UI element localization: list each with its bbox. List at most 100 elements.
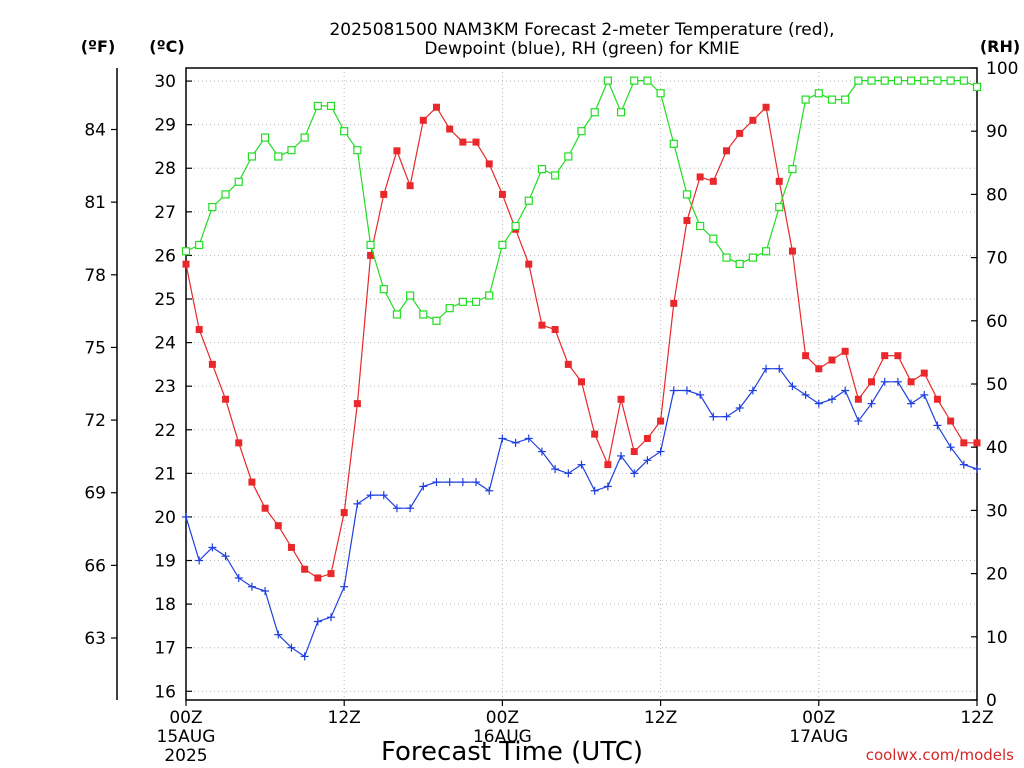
dewpoint-point bbox=[551, 464, 560, 473]
celsius-tick-label: 21 bbox=[154, 464, 176, 484]
temperature-point bbox=[775, 177, 783, 185]
temperature-point bbox=[393, 147, 401, 155]
dewpoint-point bbox=[867, 399, 876, 408]
celsius-tick-label: 24 bbox=[154, 334, 176, 354]
fahrenheit-tick-label: 69 bbox=[84, 484, 106, 504]
dewpoint-point bbox=[880, 377, 889, 386]
dewpoint-point bbox=[788, 382, 797, 391]
dewpoint-point bbox=[195, 556, 204, 565]
temperature-point bbox=[854, 395, 862, 403]
temperature-point bbox=[841, 347, 849, 355]
rh-point bbox=[300, 133, 309, 142]
temperature-point bbox=[208, 360, 216, 368]
dewpoint-point bbox=[340, 582, 349, 591]
fahrenheit-tick-label: 78 bbox=[84, 266, 106, 286]
fahrenheit-tick-label: 75 bbox=[84, 338, 106, 358]
rh-point bbox=[603, 76, 612, 85]
temperature-point bbox=[195, 326, 203, 334]
rh-point bbox=[801, 95, 810, 104]
rh-point bbox=[485, 291, 494, 300]
fahrenheit-tick-label: 63 bbox=[84, 629, 106, 649]
dewpoint-point bbox=[762, 364, 771, 373]
rh-point bbox=[827, 95, 837, 104]
temperature-point bbox=[432, 103, 440, 111]
time-tick-date: 17AUG bbox=[789, 727, 848, 747]
rh-point bbox=[920, 76, 929, 85]
rh-point bbox=[959, 76, 968, 85]
dewpoint-point bbox=[735, 403, 744, 412]
dewpoint-point bbox=[432, 478, 441, 487]
rh-point bbox=[656, 89, 665, 98]
temperature-point bbox=[591, 430, 599, 438]
temperature-point bbox=[353, 400, 361, 408]
temperature-point bbox=[802, 352, 810, 360]
temperature-point bbox=[762, 103, 770, 111]
celsius-axis: 16 17 18 19 20 21 22 23 24 25 26 27 28 29 30 bbox=[154, 72, 192, 702]
dewpoint-point bbox=[643, 456, 652, 465]
grid bbox=[186, 68, 977, 700]
temperature-point bbox=[907, 378, 915, 386]
temperature-point bbox=[960, 439, 968, 447]
dewpoint-point bbox=[406, 504, 415, 513]
x-axis-label: Forecast Time (UTC) bbox=[381, 737, 643, 767]
rh-point bbox=[616, 108, 626, 117]
rh-point bbox=[551, 171, 560, 180]
series-line-rh bbox=[185, 79, 978, 322]
rh-unit-label: (RH) bbox=[980, 37, 1020, 56]
rh-point bbox=[287, 146, 296, 155]
temperature-point bbox=[314, 574, 322, 582]
rh-point bbox=[788, 165, 797, 174]
dewpoint-point bbox=[353, 499, 362, 508]
rh-tick-label: 10 bbox=[986, 628, 1008, 648]
temperature-point bbox=[472, 138, 480, 146]
dewpoint-point bbox=[959, 460, 968, 469]
dewpoint-point bbox=[327, 613, 336, 622]
time-tick-date: 15AUG bbox=[157, 727, 216, 747]
celsius-tick-label: 20 bbox=[154, 508, 176, 528]
dewpoint-point bbox=[208, 543, 217, 552]
rh-point bbox=[933, 76, 942, 85]
fahrenheit-tick-label: 81 bbox=[84, 193, 106, 213]
rh-point bbox=[340, 127, 349, 136]
rh-point bbox=[775, 202, 784, 212]
temperature-point bbox=[604, 461, 612, 469]
rh-point bbox=[419, 310, 428, 319]
dewpoint-point bbox=[392, 504, 401, 513]
rh-tick-label: 80 bbox=[986, 185, 1008, 205]
temperature-point bbox=[736, 129, 744, 137]
rh-point bbox=[326, 101, 336, 111]
temperature-point bbox=[485, 160, 493, 168]
rh-point bbox=[195, 240, 204, 250]
rh-point bbox=[392, 310, 402, 319]
rh-tick-label: 30 bbox=[986, 501, 1008, 521]
rh-tick-label: 70 bbox=[986, 249, 1008, 269]
rh-point bbox=[748, 253, 757, 262]
dewpoint-point bbox=[801, 390, 810, 399]
dewpoint-point bbox=[445, 478, 454, 487]
rh-tick-label: 100 bbox=[986, 59, 1018, 79]
rh-tick-label: 90 bbox=[986, 122, 1008, 142]
dewpoint-point bbox=[920, 390, 929, 399]
rh-tick-label: 50 bbox=[986, 375, 1008, 395]
fahrenheit-unit-label: (ºF) bbox=[81, 37, 116, 56]
temperature-point bbox=[920, 369, 928, 377]
rh-tick-label: 40 bbox=[986, 438, 1008, 458]
dewpoint-point bbox=[603, 482, 612, 491]
celsius-tick-label: 25 bbox=[154, 290, 176, 310]
rh-point bbox=[630, 76, 639, 85]
chart-title-group: 2025081500 NAM3KM Forecast 2-meter Tempe… bbox=[329, 20, 834, 59]
temperature-point bbox=[828, 356, 836, 364]
series-line-dewpoint bbox=[185, 368, 978, 658]
celsius-unit-label: (ºC) bbox=[149, 37, 184, 56]
time-tick-label: 00Z bbox=[169, 708, 202, 728]
temperature-point bbox=[538, 321, 546, 329]
dewpoint-point bbox=[234, 573, 243, 582]
temperature-point bbox=[419, 116, 427, 124]
rh-point bbox=[432, 316, 441, 325]
celsius-tick-label: 23 bbox=[154, 377, 176, 397]
temperature-point bbox=[933, 395, 941, 403]
rh-tick-label: 60 bbox=[986, 312, 1008, 332]
dewpoint-point bbox=[656, 447, 665, 456]
rh-point bbox=[208, 202, 217, 212]
